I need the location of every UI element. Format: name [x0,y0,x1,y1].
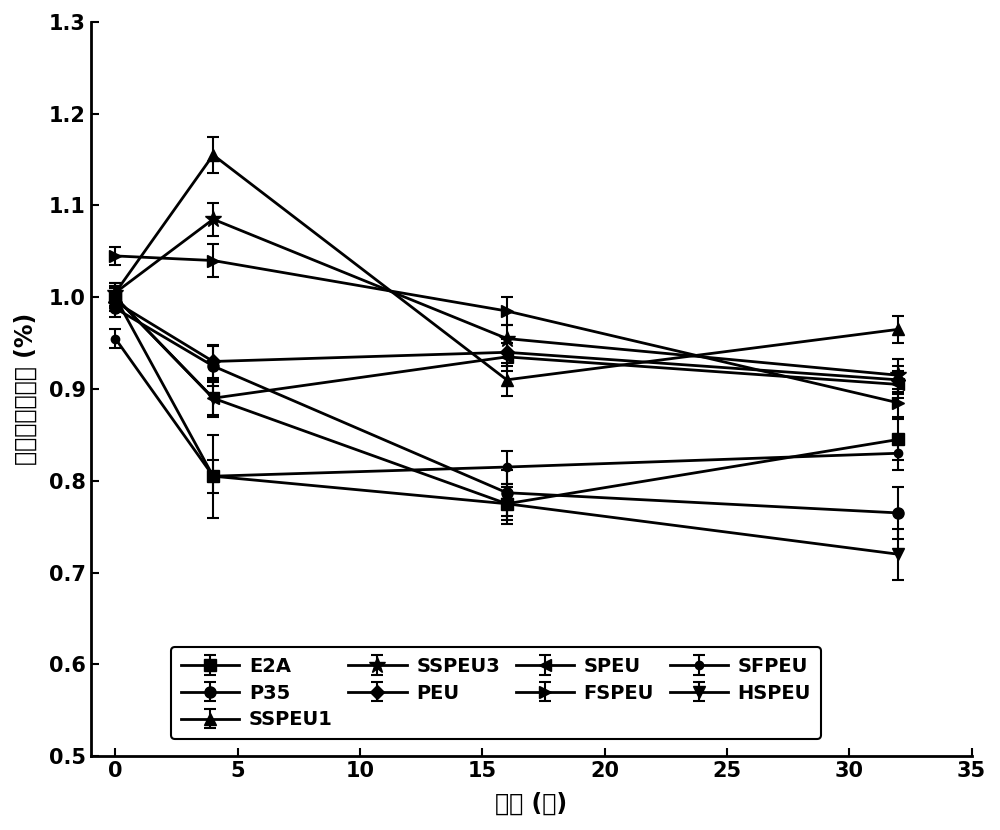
Legend: E2A, P35, SSPEU1, SSPEU3, PEU, SPEU, FSPEU, SFPEU, HSPEU: E2A, P35, SSPEU1, SSPEU3, PEU, SPEU, FSP… [171,647,821,739]
Y-axis label: 力学性能保留率 (%): 力学性能保留率 (%) [14,313,38,465]
X-axis label: 时间 (周): 时间 (周) [495,792,567,816]
